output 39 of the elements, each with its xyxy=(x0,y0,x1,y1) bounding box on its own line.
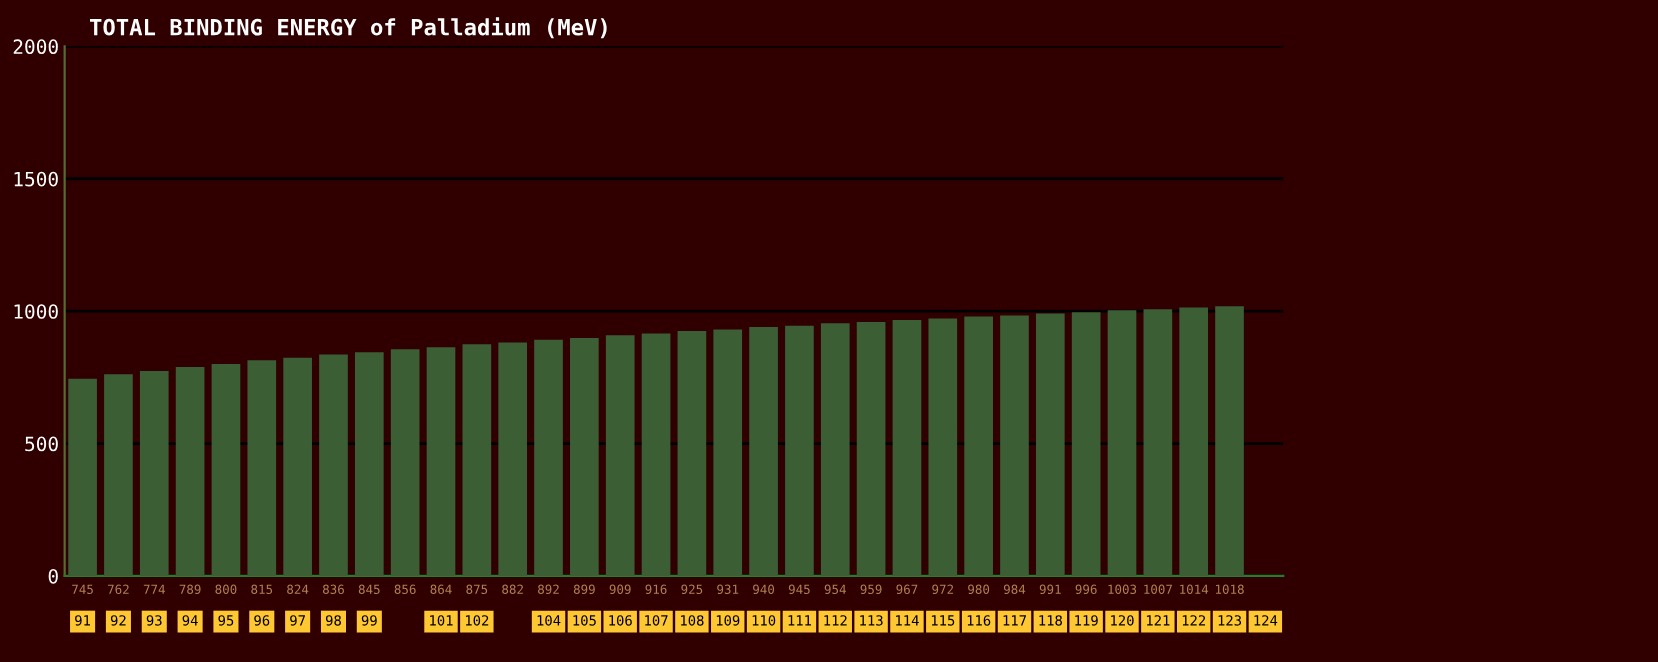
bar xyxy=(283,357,312,576)
y-tick-label: 0 xyxy=(48,568,58,584)
bar xyxy=(390,349,420,576)
bar xyxy=(928,318,958,576)
bar xyxy=(641,333,671,576)
bar xyxy=(247,360,277,576)
bar xyxy=(856,322,886,576)
bar xyxy=(1215,306,1244,576)
bar xyxy=(749,327,778,576)
bar xyxy=(68,378,97,576)
bar xyxy=(892,319,922,576)
y-tick-label: 1000 xyxy=(14,304,58,319)
chart-title: TOTAL BINDING ENERGY of Palladium (MeV) xyxy=(90,17,607,39)
bar xyxy=(1143,309,1173,576)
bar xyxy=(139,370,169,576)
bar xyxy=(605,335,635,576)
bar xyxy=(820,323,850,576)
bar xyxy=(964,316,993,576)
bar xyxy=(1071,312,1101,576)
bar xyxy=(1035,313,1065,576)
bar xyxy=(713,329,743,576)
bar xyxy=(677,331,707,576)
bar xyxy=(354,352,384,576)
bar xyxy=(426,347,456,576)
y-tick-label: 1500 xyxy=(14,171,58,187)
bar xyxy=(498,342,528,576)
bar xyxy=(1000,315,1029,576)
bar xyxy=(534,339,563,576)
bar xyxy=(211,364,241,576)
bar xyxy=(319,354,348,576)
bar xyxy=(462,344,492,576)
bar xyxy=(785,325,814,576)
y-tick-label: 2000 xyxy=(13,39,58,55)
bar xyxy=(570,337,599,576)
bar xyxy=(1107,310,1137,576)
bar xyxy=(104,374,133,576)
y-tick-label: 500 xyxy=(25,436,58,452)
bar xyxy=(1179,307,1209,576)
bar xyxy=(175,367,205,576)
